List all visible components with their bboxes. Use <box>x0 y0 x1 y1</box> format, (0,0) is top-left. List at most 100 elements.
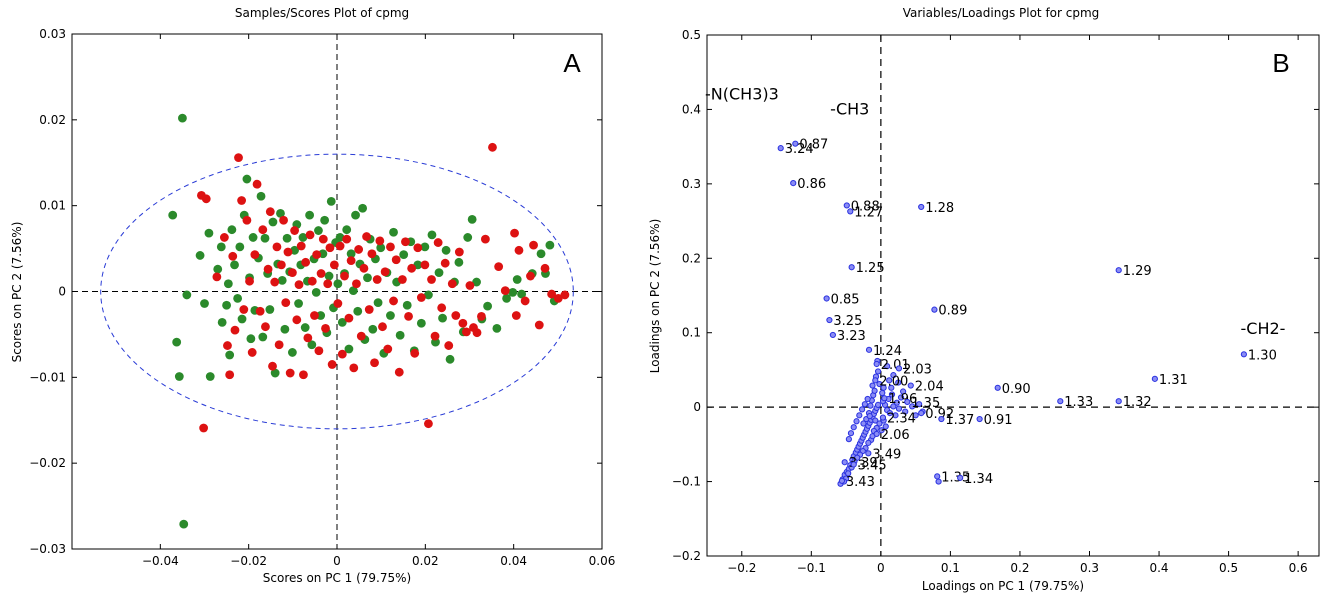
red-sample-point <box>386 242 395 252</box>
red-sample-point <box>201 194 211 204</box>
red-sample-point <box>268 361 277 371</box>
scores-y-axis-label: Scores on PC 2 (7.56%) <box>10 222 24 363</box>
red-sample-point <box>407 263 417 273</box>
loading-point-label: 1.25 <box>856 261 885 276</box>
loading-point <box>976 415 983 423</box>
green-sample-point <box>287 348 297 357</box>
red-sample-point <box>391 255 401 265</box>
loading-point-label: 1.30 <box>1248 348 1277 363</box>
green-sample-point <box>277 275 287 285</box>
green-sample-point <box>517 289 527 299</box>
red-sample-point <box>344 313 354 323</box>
y-tick-label: −0.1 <box>672 475 701 489</box>
green-sample-point <box>314 226 323 235</box>
loading-point-label: 0.88 <box>851 199 880 214</box>
loading-point <box>957 474 964 481</box>
red-sample-point <box>410 348 420 358</box>
loading-point-label: 2.34 <box>887 412 916 427</box>
loading-point-label: 2.00 <box>879 374 908 389</box>
loading-point <box>888 384 895 391</box>
red-sample-point <box>359 263 369 273</box>
red-sample-point <box>427 275 436 284</box>
green-sample-point <box>335 233 345 242</box>
red-sample-point <box>327 360 337 369</box>
green-sample-point <box>326 196 336 206</box>
loading-point-label: 1.29 <box>1123 264 1152 279</box>
green-sample-point <box>282 233 292 243</box>
red-sample-point <box>245 276 254 286</box>
loading-point <box>904 398 911 406</box>
red-sample-point <box>307 276 317 286</box>
red-sample-point <box>276 260 286 270</box>
green-sample-point <box>270 368 280 378</box>
red-sample-point <box>380 267 390 277</box>
green-sample-point <box>178 113 187 123</box>
loading-point <box>907 382 914 389</box>
loading-point-label: 3.43 <box>846 475 875 490</box>
red-sample-point <box>285 368 295 378</box>
loading-point <box>879 414 887 421</box>
red-sample-point <box>299 370 308 380</box>
loading-point <box>874 368 882 375</box>
red-sample-point <box>287 268 297 278</box>
loading-point <box>938 415 945 423</box>
loading-point <box>873 360 880 368</box>
green-sample-point <box>200 299 209 308</box>
green-sample-point <box>316 311 326 320</box>
green-sample-point <box>276 208 285 218</box>
red-sample-point <box>462 327 471 337</box>
loading-point <box>918 409 925 417</box>
loading-point <box>848 264 855 271</box>
loading-point <box>850 461 857 468</box>
loading-point <box>872 417 879 424</box>
red-sample-point <box>318 234 328 244</box>
loading-point <box>882 423 889 430</box>
red-sample-point <box>225 370 235 380</box>
y-tick-label: 0.4 <box>682 102 701 116</box>
loading-point <box>909 403 916 410</box>
loading-point-label: 3.45 <box>858 458 887 473</box>
loading-point <box>1115 398 1122 405</box>
loadings-plot-panel: Variables/Loadings Plot for cpmg −0.2 −0.… <box>648 6 1320 593</box>
loading-point <box>867 402 874 409</box>
y-tick-label: 0 <box>693 400 701 414</box>
green-sample-point <box>467 215 477 224</box>
loading-point-label: 1.35 <box>911 396 940 411</box>
red-sample-point <box>255 306 265 316</box>
red-sample-point <box>433 238 443 247</box>
x-tick-label: −0.1 <box>797 561 826 575</box>
green-sample-point <box>353 306 363 316</box>
loading-point <box>866 412 873 420</box>
green-sample-point <box>342 225 352 235</box>
loadings-plot-title: Variables/Loadings Plot for cpmg <box>903 6 1100 20</box>
red-sample-point <box>526 271 535 281</box>
group-annotation-label: -CH2- <box>1241 319 1286 338</box>
green-sample-point <box>351 210 360 220</box>
green-sample-point <box>424 290 433 300</box>
loading-point-label: 0.92 <box>925 407 954 422</box>
loading-point <box>845 470 852 477</box>
red-sample-point <box>247 348 257 357</box>
green-sample-point <box>427 230 437 240</box>
red-sample-point <box>237 196 247 205</box>
red-sample-point <box>481 234 490 244</box>
loading-point <box>884 363 891 370</box>
green-sample-point <box>248 233 258 242</box>
red-sample-point <box>335 241 345 251</box>
scores-plot-panel: Samples/Scores Plot of cpmg −0.04 −0.02 0 0… <box>10 6 615 585</box>
green-sample-point <box>256 191 266 201</box>
x-tick-label: 0.6 <box>1289 561 1308 575</box>
loading-point <box>895 365 903 372</box>
x-tick-label: −0.2 <box>727 561 756 575</box>
loading-point <box>890 403 897 410</box>
loading-point <box>886 377 893 384</box>
loading-point <box>829 331 836 339</box>
red-sample-point <box>279 215 288 225</box>
green-sample-point <box>225 350 235 360</box>
green-sample-point <box>230 260 239 270</box>
loading-point-label: 0.90 <box>1002 382 1031 397</box>
loading-point <box>847 430 855 437</box>
loading-point <box>1115 267 1122 274</box>
loadings-x-axis-label: Loadings on PC 1 (79.75%) <box>922 579 1084 593</box>
y-tick-label: 0.2 <box>682 251 701 265</box>
